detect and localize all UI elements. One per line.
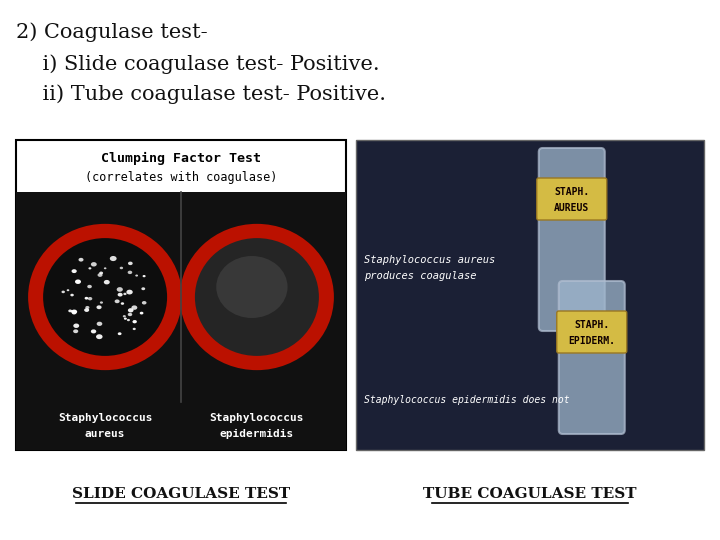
Text: Staphylococcus aureus: Staphylococcus aureus [364,255,495,265]
FancyBboxPatch shape [539,148,605,331]
Ellipse shape [96,334,102,339]
Ellipse shape [118,332,122,335]
Ellipse shape [123,293,127,295]
Bar [356,140,704,450]
Ellipse shape [85,297,89,300]
Ellipse shape [180,224,334,370]
Bar [16,402,346,450]
Ellipse shape [68,309,72,312]
Text: aureus: aureus [85,429,125,439]
FancyBboxPatch shape [559,281,625,434]
Ellipse shape [132,320,137,323]
Ellipse shape [99,272,103,274]
Ellipse shape [104,267,107,269]
Ellipse shape [84,308,89,312]
Text: STAPH.: STAPH. [554,187,590,197]
Ellipse shape [110,256,117,261]
Ellipse shape [61,291,65,293]
Ellipse shape [87,285,92,288]
Ellipse shape [71,309,77,314]
Ellipse shape [114,300,120,303]
Ellipse shape [72,311,76,314]
Ellipse shape [71,310,73,313]
Text: EPIDERM.: EPIDERM. [568,336,616,346]
Ellipse shape [121,302,124,305]
FancyBboxPatch shape [557,311,626,353]
Ellipse shape [131,306,138,310]
Text: 2) Coagulase test-: 2) Coagulase test- [16,22,207,42]
FancyBboxPatch shape [537,178,607,220]
Ellipse shape [141,287,145,290]
Ellipse shape [104,280,109,285]
Ellipse shape [132,328,136,330]
Ellipse shape [28,224,182,370]
Ellipse shape [124,318,127,320]
Ellipse shape [71,294,74,296]
Text: Clumping Factor Test: Clumping Factor Test [101,151,261,165]
Ellipse shape [128,308,133,313]
Ellipse shape [127,289,132,294]
Ellipse shape [117,287,123,292]
Ellipse shape [195,238,319,356]
Ellipse shape [75,280,81,284]
Ellipse shape [96,305,102,309]
Ellipse shape [143,275,145,277]
Text: Staphylococcus epidermidis does not: Staphylococcus epidermidis does not [364,395,570,405]
Text: TUBE COAGULASE TEST: TUBE COAGULASE TEST [423,487,636,501]
Ellipse shape [73,323,79,328]
Ellipse shape [127,271,132,274]
Text: AUREUS: AUREUS [554,203,590,213]
Ellipse shape [88,297,92,300]
Text: (correlates with coagulase): (correlates with coagulase) [85,172,277,185]
Ellipse shape [127,313,132,316]
Ellipse shape [128,261,132,265]
Ellipse shape [127,319,130,321]
Ellipse shape [78,258,84,261]
Text: SLIDE COAGULASE TEST: SLIDE COAGULASE TEST [72,487,290,501]
Ellipse shape [97,273,102,277]
Ellipse shape [120,267,123,269]
Ellipse shape [91,262,96,267]
Ellipse shape [132,320,137,323]
Ellipse shape [216,256,287,318]
Ellipse shape [96,322,102,326]
Bar [16,192,346,402]
Ellipse shape [67,289,69,291]
Ellipse shape [85,306,89,309]
Ellipse shape [43,238,167,356]
Text: i) Slide coagulase test- Positive.: i) Slide coagulase test- Positive. [16,54,379,73]
Text: STAPH.: STAPH. [574,320,609,330]
Ellipse shape [91,329,96,333]
Ellipse shape [117,293,122,296]
Text: ii) Tube coagulase test- Positive.: ii) Tube coagulase test- Positive. [16,84,386,104]
Text: epidermidis: epidermidis [220,429,294,439]
Ellipse shape [135,274,138,276]
Ellipse shape [89,267,91,269]
Ellipse shape [100,301,103,303]
Ellipse shape [123,315,126,318]
Ellipse shape [140,312,143,314]
Text: produces coagulase: produces coagulase [364,271,477,281]
Bar [16,140,346,450]
Ellipse shape [71,269,77,273]
Text: Staphylococcus: Staphylococcus [58,413,153,423]
Ellipse shape [73,329,78,333]
Ellipse shape [142,301,146,305]
Text: Staphylococcus: Staphylococcus [210,413,304,423]
